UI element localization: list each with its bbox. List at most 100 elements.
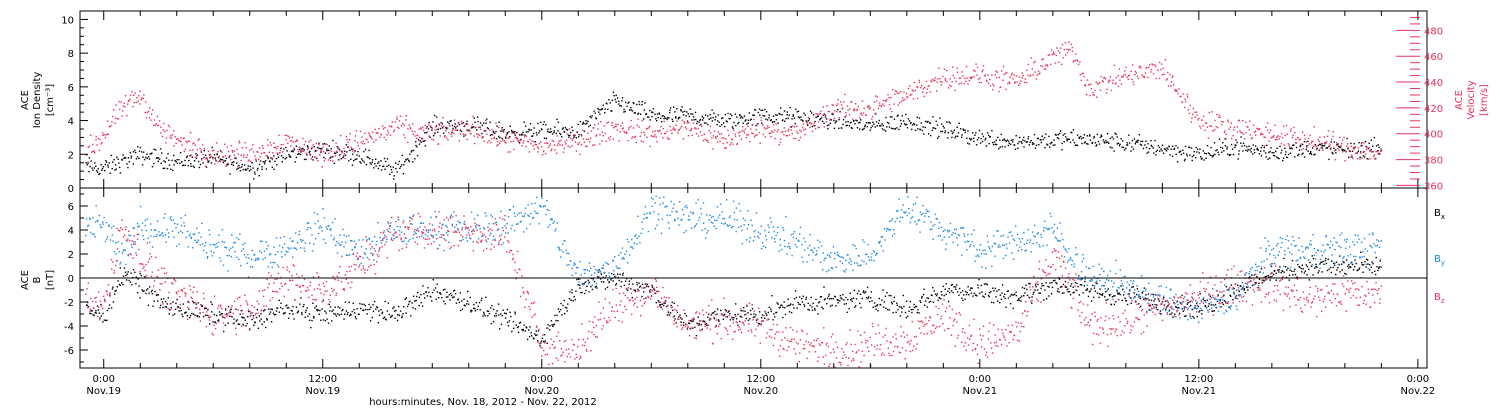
ion-density-point: [853, 120, 855, 122]
velocity-point: [1154, 65, 1157, 68]
velocity-point: [828, 110, 830, 113]
by-point: [161, 232, 164, 234]
ion-density-point: [146, 153, 148, 155]
bx-point: [1221, 302, 1223, 304]
velocity-point: [668, 138, 670, 140]
ion-density-point: [1049, 143, 1051, 145]
bx-point: [242, 323, 244, 326]
ion-density-point: [815, 116, 817, 119]
velocity-point: [580, 144, 583, 146]
bx-point: [1063, 292, 1065, 294]
bx-point: [444, 303, 446, 305]
velocity-point: [308, 141, 310, 143]
velocity-point: [1257, 128, 1260, 131]
ion-density-point: [1226, 148, 1228, 150]
bx-point: [1240, 285, 1242, 287]
velocity-point: [276, 152, 278, 154]
velocity-point: [720, 133, 723, 135]
velocity-point: [1260, 132, 1262, 134]
velocity-point: [737, 132, 740, 134]
ion-density-point: [277, 156, 280, 158]
ion-density-point: [188, 159, 190, 162]
velocity-point: [810, 122, 813, 125]
velocity-point: [595, 134, 598, 136]
bx-point: [1161, 301, 1164, 303]
bx-point: [122, 283, 124, 286]
by-point: [511, 225, 513, 227]
ion-density-point: [209, 156, 212, 159]
bx-point: [528, 329, 530, 331]
bx-point: [1160, 312, 1162, 315]
bx-point: [85, 304, 88, 306]
by-point: [309, 242, 311, 244]
ion-density-point: [168, 159, 170, 161]
velocity-point: [545, 153, 547, 155]
bx-point: [270, 321, 273, 323]
velocity-point: [684, 126, 687, 128]
bx-point: [1322, 260, 1324, 263]
by-point: [274, 262, 276, 264]
ion-density-point: [508, 131, 510, 133]
ion-density-point: [746, 123, 748, 125]
bx-point: [132, 269, 135, 271]
velocity-point: [531, 140, 533, 142]
bx-point: [516, 326, 519, 329]
ion-density-point: [1034, 147, 1037, 149]
ion-density-point: [696, 122, 698, 125]
velocity-point: [815, 113, 817, 115]
bx-point: [998, 289, 1000, 291]
bx-point: [441, 297, 443, 299]
ion-density-point: [163, 160, 165, 162]
velocity-point: [824, 114, 827, 116]
ion-density-point: [718, 121, 720, 123]
velocity-point: [1380, 148, 1382, 150]
velocity-point: [1332, 131, 1334, 133]
velocity-point: [1083, 75, 1085, 78]
bx-point: [688, 322, 691, 325]
ion-density-point: [514, 134, 516, 136]
ion-density-point: [1195, 157, 1197, 159]
velocity-point: [92, 150, 94, 153]
velocity-point: [914, 89, 916, 91]
velocity-point: [721, 137, 723, 139]
ion-density-point: [643, 118, 645, 120]
by-point: [118, 251, 121, 253]
bx-point: [142, 290, 144, 292]
velocity-point: [996, 71, 998, 73]
velocity-point: [1117, 74, 1119, 77]
by-point: [242, 243, 244, 246]
by-point: [512, 206, 515, 208]
ion-density-point: [1314, 153, 1316, 155]
bx-point: [543, 334, 546, 336]
velocity-point: [1245, 121, 1247, 124]
velocity-point: [994, 74, 996, 76]
velocity-point: [950, 85, 952, 88]
by-point: [339, 244, 341, 246]
ion-density-point: [633, 112, 636, 114]
velocity-point: [1169, 73, 1171, 76]
bx-point: [102, 321, 104, 323]
velocity-point: [694, 127, 696, 129]
ion-density-point: [265, 168, 268, 170]
ion-density-point: [655, 118, 657, 120]
bx-point: [1286, 269, 1288, 271]
velocity-point: [625, 131, 628, 133]
bx-point: [805, 296, 808, 299]
ion-density-point: [1150, 144, 1152, 147]
velocity-point: [133, 94, 135, 96]
bx-point: [1323, 263, 1325, 265]
velocity-point: [504, 141, 506, 143]
velocity-point: [708, 129, 710, 132]
ion-density-point: [419, 140, 421, 142]
bx-point: [768, 306, 770, 309]
velocity-point: [1227, 119, 1229, 121]
by-point: [108, 225, 110, 227]
bx-point: [1157, 298, 1160, 300]
ion-density-point: [949, 122, 951, 124]
ion-density-point: [926, 121, 928, 123]
ion-density-point: [332, 156, 334, 158]
bx-point: [985, 283, 987, 285]
ion-density-point: [267, 156, 269, 158]
velocity-point: [1171, 76, 1173, 79]
bx-point: [810, 296, 812, 299]
